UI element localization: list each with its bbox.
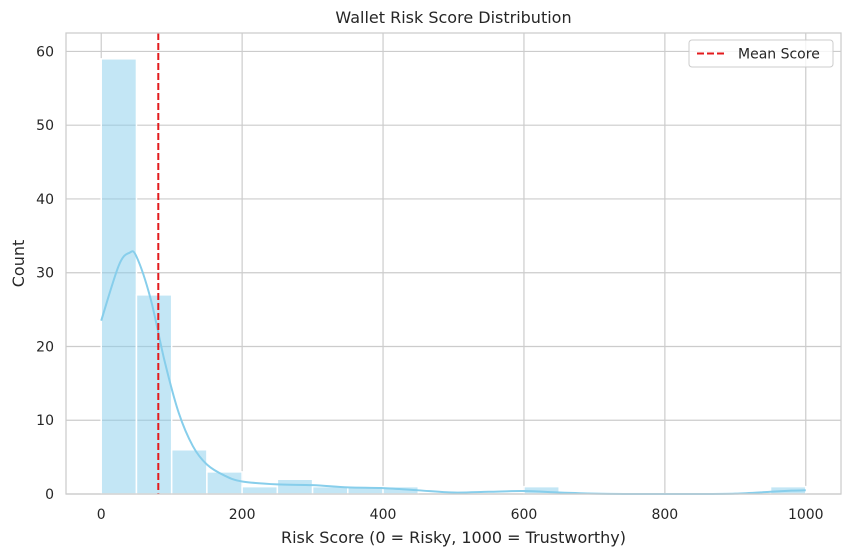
- plot-frame: [65, 32, 842, 495]
- y-tick-label: 0: [45, 487, 54, 503]
- y-tick-label: 30: [36, 266, 54, 282]
- histogram-bars: [100, 58, 807, 495]
- legend-mean-score-label: Mean Score: [738, 47, 820, 63]
- y-tick-label: 40: [36, 192, 54, 208]
- histogram-bar: [276, 478, 314, 495]
- y-tick-label: 10: [36, 413, 54, 429]
- x-tick-label: 800: [651, 507, 678, 523]
- histogram-bar: [241, 485, 279, 495]
- histogram-bar: [135, 294, 173, 495]
- histogram-bar: [170, 448, 208, 495]
- x-tick-label: 200: [229, 507, 256, 523]
- legend: Mean Score: [688, 39, 834, 68]
- chart-title: Wallet Risk Score Distribution: [335, 8, 571, 27]
- x-tick-label: 0: [97, 507, 106, 523]
- y-tick-label: 20: [36, 339, 54, 355]
- x-tick-label: 600: [511, 507, 538, 523]
- x-axis-label: Risk Score (0 = Risky, 1000 = Trustworth…: [281, 528, 626, 547]
- y-tick-label: 50: [36, 118, 54, 134]
- legend-box: [688, 39, 834, 68]
- x-tick-label: 1000: [788, 507, 824, 523]
- y-axis-label: Count: [9, 240, 28, 288]
- x-tick-label: 400: [370, 507, 397, 523]
- histogram-bar: [100, 58, 138, 495]
- tick-labels: 0 200 400 600 800 1000 0 10 20 30 40 50 60: [36, 44, 823, 523]
- y-tick-label: 60: [36, 44, 54, 60]
